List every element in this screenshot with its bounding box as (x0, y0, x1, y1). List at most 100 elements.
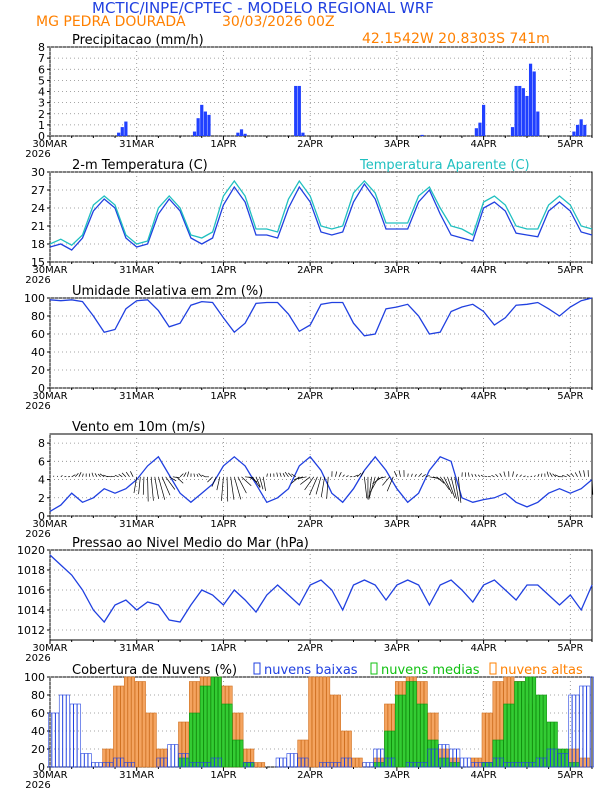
y-tick-label: 8 (38, 41, 45, 54)
precip-bar (482, 104, 486, 136)
cloud-bar-low (80, 753, 85, 768)
wind-vector (114, 474, 119, 478)
precip-bar (239, 129, 244, 136)
cloud-bar-mid (535, 694, 540, 768)
wind-vector (297, 476, 307, 480)
y-tick-label: 1014 (17, 604, 45, 617)
cloud-bar-low (478, 762, 482, 768)
wind-vector (262, 476, 266, 492)
cloud-bar-low (279, 757, 284, 768)
x-tick-label: 4APR (471, 519, 497, 530)
cloud-bar-low (120, 757, 125, 768)
cloud-bar-mid (496, 739, 500, 768)
cloud-bar-low (282, 757, 287, 768)
cloud-bar-low (160, 757, 164, 768)
cloud-bar-high (329, 694, 334, 768)
cloud-bar-low (84, 753, 89, 768)
wind-vector (574, 472, 578, 477)
cloud-bar-mid (250, 762, 255, 768)
x-year-label: 2026 (25, 401, 50, 412)
wind-vector (386, 476, 394, 492)
cloud-bar-mid (564, 748, 569, 768)
y-tick-label: 30 (31, 166, 45, 179)
x-tick-label: 2APR (297, 139, 323, 150)
y-tick-label: 18 (31, 238, 45, 251)
cloud-bar-mid (543, 694, 547, 768)
wind-vector (338, 472, 342, 477)
cloud-bar-low (427, 748, 432, 768)
wind-vector (282, 473, 286, 477)
wind-vector (154, 476, 159, 500)
precip-bar (478, 122, 482, 136)
cloud-bar-low (376, 748, 381, 768)
model-title: MCTIC/INPE/CPTEC - MODELO REGIONAL WRF (92, 0, 434, 17)
cloud-bar-low (586, 685, 591, 768)
y-tick-label: 0 (38, 510, 45, 523)
y-tick-label: 20 (31, 743, 45, 756)
cloud-bar-low (293, 753, 298, 768)
cloud-bar-low (517, 762, 522, 768)
cloud-bar-high (355, 757, 360, 768)
cloud-bar-low (557, 753, 562, 768)
cloud-bar-mid (228, 703, 233, 768)
cloud-bar-low (301, 757, 305, 768)
cloud-bar-mid (550, 721, 555, 768)
cloud-bar-low (431, 748, 435, 768)
cloud-bar-mid (373, 762, 378, 768)
wind-vector (64, 475, 67, 478)
y-tick-label: 0 (38, 761, 45, 774)
cloud-bar-high (348, 730, 352, 768)
precip-bar (579, 119, 583, 136)
x-tick-label: 4APR (471, 391, 497, 402)
wind-vector (179, 473, 184, 478)
cloud-bar-low (590, 676, 594, 768)
cloud-bar-high (358, 757, 363, 768)
wind-vector (364, 476, 368, 499)
cloud-bar-low (510, 762, 515, 768)
cloud-bar-mid (485, 762, 490, 768)
cloud-bar-low (384, 757, 388, 768)
precip-bar (528, 63, 533, 136)
cloud-bar-high (254, 762, 258, 768)
cloud-bar-high (105, 748, 110, 768)
cloud-bar-mid (207, 685, 211, 768)
x-tick-label: 5APR (557, 643, 583, 654)
x-tick-label: 3APR (384, 265, 410, 276)
x-tick-label: 1APR (210, 391, 236, 402)
wind-vector (541, 473, 543, 477)
wind-vector (503, 471, 506, 477)
y-tick-label: 1018 (17, 564, 45, 577)
wind-vector (183, 472, 187, 477)
wind-vector (335, 471, 338, 477)
wind-vector (91, 472, 94, 477)
precip-bar (474, 128, 478, 136)
cloud-bar-mid (217, 676, 222, 768)
x-tick-label: 2APR (297, 770, 323, 781)
wind-vector (591, 476, 594, 495)
cloud-bar-low (116, 757, 121, 768)
cloud-bar-low (344, 757, 349, 768)
x-tick-label: 3APR (384, 391, 410, 402)
wind-vector (561, 475, 567, 478)
cloud-bar-low (535, 757, 540, 768)
wind-vector (447, 476, 455, 498)
cloud-bar-low (156, 757, 161, 768)
precip-bar (572, 131, 576, 136)
cloud-bar-low (109, 762, 114, 768)
wind-vector (279, 472, 282, 477)
cloud-bar-low (87, 753, 92, 768)
cloud-bar-high (485, 712, 490, 768)
cloud-bar-low (553, 748, 558, 768)
wind-vector (97, 473, 101, 478)
precip-bar (207, 114, 211, 136)
panel-pres: 1012 1014 1016 1018 1020 30MAR 31MAR 1APR 2APR 3A… (17, 536, 593, 664)
cloud-bar-low (441, 744, 446, 768)
x-tick-label: 1APR (210, 265, 236, 276)
wind-vector (454, 476, 460, 502)
cloud-bar-mid (517, 681, 522, 768)
wind-vector (94, 473, 98, 477)
cloud-bar-mid (572, 762, 576, 768)
cloud-bar-mid (387, 730, 392, 768)
wind-vector (439, 476, 450, 491)
